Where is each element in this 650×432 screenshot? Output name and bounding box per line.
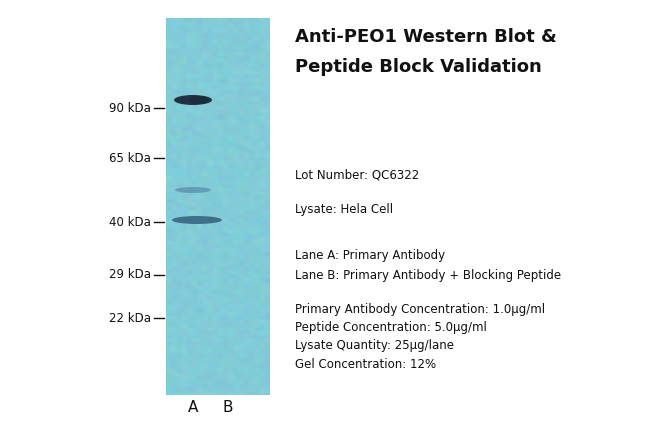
Ellipse shape [175,187,211,193]
Text: Lot Number: QC6322: Lot Number: QC6322 [295,168,419,181]
Text: 22 kDa: 22 kDa [109,311,151,324]
Text: Peptide Block Validation: Peptide Block Validation [295,58,541,76]
Bar [166,18,270,395]
Text: Lane A: Primary Antibody: Lane A: Primary Antibody [295,248,445,261]
Text: Lysate Quantity: 25μg/lane: Lysate Quantity: 25μg/lane [295,340,454,353]
Text: Gel Concentration: 12%: Gel Concentration: 12% [295,358,436,371]
Text: Primary Antibody Concentration: 1.0μg/ml: Primary Antibody Concentration: 1.0μg/ml [295,304,545,317]
Text: 65 kDa: 65 kDa [109,152,151,165]
Text: Lysate: Hela Cell: Lysate: Hela Cell [295,203,393,216]
Text: 40 kDa: 40 kDa [109,216,151,229]
Text: B: B [223,400,233,414]
Ellipse shape [190,96,209,104]
Ellipse shape [172,216,222,224]
Ellipse shape [174,95,212,105]
Text: 90 kDa: 90 kDa [109,102,151,114]
Text: A: A [188,400,198,414]
Text: Anti-PEO1 Western Blot &: Anti-PEO1 Western Blot & [295,28,557,46]
Text: Lane B: Primary Antibody + Blocking Peptide: Lane B: Primary Antibody + Blocking Pept… [295,269,561,282]
Text: 29 kDa: 29 kDa [109,269,151,282]
Text: Peptide Concentration: 5.0μg/ml: Peptide Concentration: 5.0μg/ml [295,321,487,334]
